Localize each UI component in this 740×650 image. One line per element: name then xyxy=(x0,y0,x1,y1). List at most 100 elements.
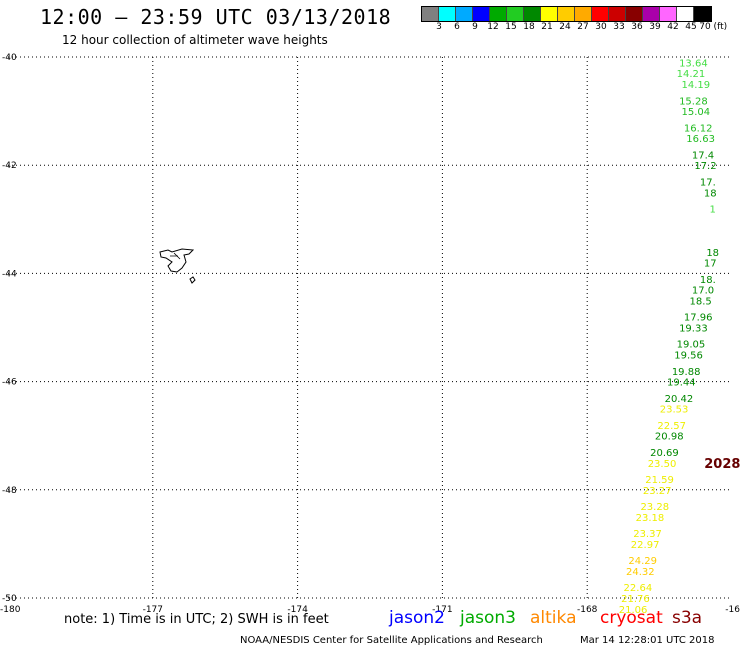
colorbar-label: 27 xyxy=(577,22,589,32)
swh-observation: 17 xyxy=(704,259,717,270)
colorbar-swatch xyxy=(643,7,660,21)
colorbar-label: 45 xyxy=(685,22,697,32)
swh-observation: 18. xyxy=(700,275,716,286)
longitude-label: -177 xyxy=(143,605,163,615)
longitude-label: -16 xyxy=(725,605,740,615)
swh-observation: 18.5 xyxy=(689,296,711,307)
swh-observation: 20.42 xyxy=(665,394,694,405)
swh-observation: 14.21 xyxy=(677,69,706,80)
swh-observation: 16.63 xyxy=(686,134,715,145)
colorbar-label: 24 xyxy=(559,22,571,32)
map-annotations: 2028 xyxy=(704,457,740,472)
swh-observation: 22.97 xyxy=(631,540,660,551)
swh-observation: 17. xyxy=(700,177,716,188)
swh-observation: 15.04 xyxy=(681,107,710,118)
colorbar-label: 42 xyxy=(667,22,679,32)
colorbar-swatch xyxy=(558,7,575,21)
swh-observation: 13.64 xyxy=(679,58,708,69)
swh-observation: 20.98 xyxy=(655,432,684,443)
swh-observation: 19.05 xyxy=(677,340,706,351)
latitude-label: -42 xyxy=(2,161,17,171)
swh-observation: 22.64 xyxy=(624,583,653,594)
satellite-legend-altika: altika xyxy=(530,608,577,628)
latitude-label: -40 xyxy=(2,53,17,63)
colorbar-label: 6 xyxy=(454,22,460,32)
swh-observation: 23.27 xyxy=(643,486,672,497)
colorbar-label: 36 xyxy=(631,22,643,32)
longitude-label: -180 xyxy=(0,605,21,615)
swh-observation: 23.53 xyxy=(660,405,689,416)
swh-observation: 22.57 xyxy=(657,421,686,432)
colorbar-swatch xyxy=(422,7,439,21)
colorbar-swatch xyxy=(660,7,677,21)
colorbar-label: 21 xyxy=(541,22,553,32)
satellite-legend-jason2: jason2 xyxy=(389,608,445,628)
wave-height-colorbar xyxy=(421,6,712,22)
satellite-legend-cryosat: cryosat xyxy=(600,608,663,628)
colorbar-label: 30 xyxy=(595,22,607,32)
colorbar-labels: 3 6 9 12 15 18 21 24 27 30 33 36 39 42 45 70 (ft) xyxy=(421,22,740,34)
colorbar-label: 70 (ft) xyxy=(699,22,728,32)
swh-observation: 17.2 xyxy=(694,161,716,172)
colorbar-swatch xyxy=(677,7,694,21)
longitude-label: -171 xyxy=(432,605,452,615)
swh-observation: 19.88 xyxy=(672,367,701,378)
colorbar-swatch xyxy=(609,7,626,21)
colorbar-swatch xyxy=(541,7,558,21)
colorbar-swatch xyxy=(626,7,643,21)
longitude-label: -168 xyxy=(577,605,598,615)
colorbar-swatch xyxy=(473,7,490,21)
map-title: 12:00 – 23:59 UTC 03/13/2018 xyxy=(40,5,392,29)
chatham-islands-outline xyxy=(159,248,196,284)
colorbar-swatch xyxy=(592,7,609,21)
longitude-label: -174 xyxy=(287,605,308,615)
footer-note: note: 1) Time is in UTC; 2) SWH is in fe… xyxy=(64,612,329,627)
swh-observation: 20.69 xyxy=(650,448,679,459)
swh-observation: 17.96 xyxy=(684,313,713,324)
map-grid xyxy=(8,56,732,599)
swh-observation: 19.56 xyxy=(674,351,703,362)
colorbar-label: 18 xyxy=(523,22,535,32)
swh-observation: 23.18 xyxy=(636,513,665,524)
swh-observation: 19.33 xyxy=(679,324,708,335)
longitude-labels: -180 -177 -174 -171 -168 -16 xyxy=(0,605,740,615)
satellite-legend-s3a: s3a xyxy=(672,608,703,628)
colorbar-swatch xyxy=(456,7,473,21)
colorbar-swatch xyxy=(490,7,507,21)
colorbar-label: 9 xyxy=(472,22,478,32)
time-annotation: 2028 xyxy=(704,457,740,472)
swh-observation: 24.32 xyxy=(626,567,655,578)
swh-observation: 21.06 xyxy=(619,605,648,616)
colorbar-label: 12 xyxy=(487,22,499,32)
swh-observation: 18 xyxy=(706,248,719,259)
colorbar-swatch xyxy=(524,7,541,21)
swh-observation: 19.44 xyxy=(667,378,696,389)
latitude-label: -44 xyxy=(2,269,17,279)
colorbar-label: 3 xyxy=(436,22,442,32)
swh-observation: 17.4 xyxy=(692,150,714,161)
colorbar-swatch xyxy=(575,7,592,21)
swh-observation: 18 xyxy=(704,188,717,199)
latitude-label: -48 xyxy=(2,486,17,496)
credit-line: NOAA/NESDIS Center for Satellite Applica… xyxy=(240,635,543,646)
latitude-label: -46 xyxy=(2,378,17,388)
satellite-legend-jason3: jason3 xyxy=(460,608,516,628)
colorbar-label: 39 xyxy=(649,22,661,32)
swh-observation: 21.76 xyxy=(621,594,650,605)
swh-observation: 21.59 xyxy=(645,475,674,486)
colorbar-label: 33 xyxy=(613,22,625,32)
swh-observation: 14.19 xyxy=(681,80,710,91)
latitude-label: -50 xyxy=(2,594,17,604)
colorbar-label: 15 xyxy=(505,22,517,32)
swh-observation: 16.12 xyxy=(684,123,713,134)
latitude-labels: -40 -42 -44 -46 -48 -50 xyxy=(2,53,17,604)
swh-observation: 24.29 xyxy=(628,556,657,567)
map-subtitle: 12 hour collection of altimeter wave hei… xyxy=(62,33,328,47)
colorbar-swatch xyxy=(439,7,456,21)
wave-height-observations: 13.6414.2114.1915.2815.0416.1216.6317.41… xyxy=(619,58,719,615)
generation-timestamp: Mar 14 12:28:01 UTC 2018 xyxy=(580,635,715,646)
swh-observation: 23.37 xyxy=(633,529,662,540)
swh-observation: 1 xyxy=(710,204,716,215)
swh-observation: 15.28 xyxy=(679,96,708,107)
